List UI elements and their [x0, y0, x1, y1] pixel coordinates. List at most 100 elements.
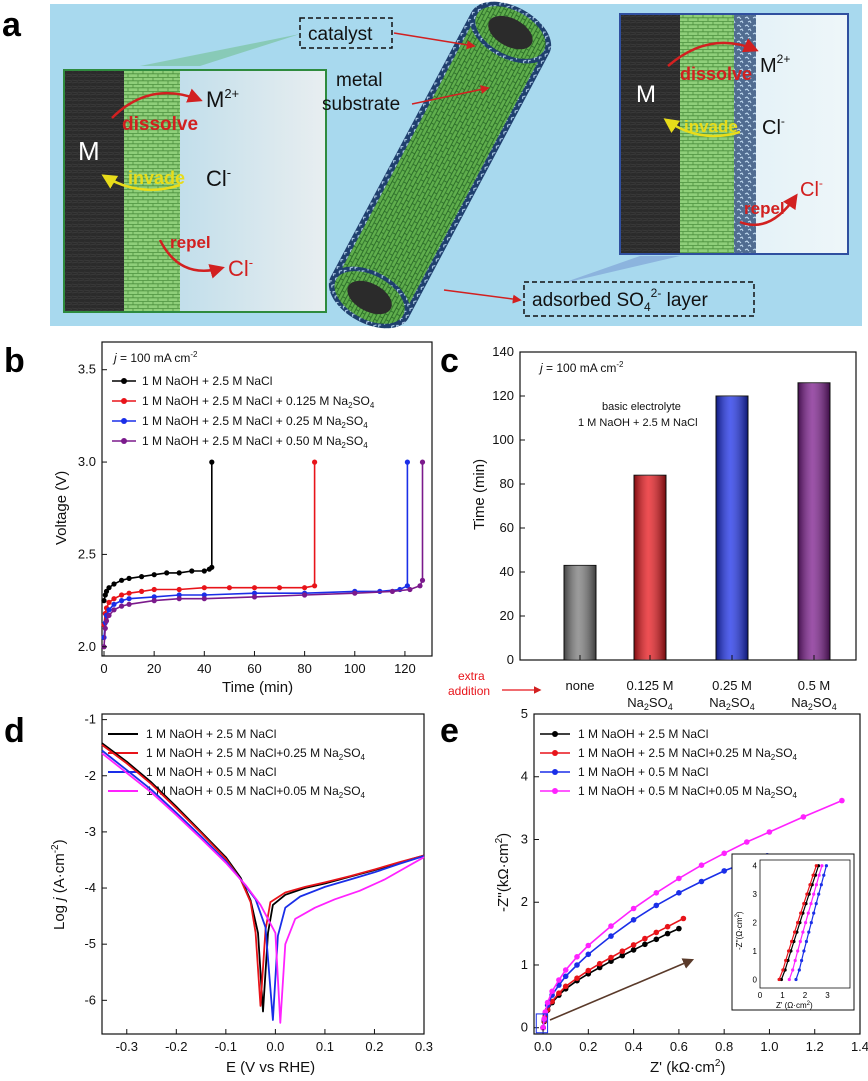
panel-e-inset-data-point	[814, 902, 818, 906]
panel-b-data-point	[276, 585, 283, 591]
panel-e-data-point	[721, 850, 727, 857]
panel-c-category-formula: Na2SO4	[627, 695, 672, 712]
panel-c-note-line1: basic electrolyte	[602, 401, 681, 413]
panel-e-inset-data-point	[801, 911, 805, 915]
panel-e-inset-ytick-label: 1	[753, 947, 758, 956]
panel-e-data-point	[556, 990, 562, 996]
panel-b-ylabel: Voltage (V)	[53, 471, 70, 545]
panel-b-data-point	[111, 596, 117, 602]
panel-e-data-point	[596, 960, 603, 967]
panel-c-bar-shading	[634, 475, 666, 660]
panel-c: c j = 100 mA cm-2 basic electrolyte 1 M …	[440, 342, 857, 712]
panel-e-data-point	[630, 905, 637, 912]
catalyst-ray	[140, 34, 300, 66]
panel-e-data-point	[653, 936, 660, 943]
panel-d-xtick-label: -0.3	[116, 1039, 138, 1054]
panel-b-data-point	[126, 601, 132, 607]
panel-d-ylabel: Log j (A·cm-2)	[50, 839, 68, 930]
panel-e-inset-ytick-label: 4	[753, 862, 758, 871]
panel-e-inset-xtick-label: 1	[780, 991, 785, 1000]
panel-c-ytick-label: 60	[500, 520, 514, 535]
panel-b-data-point	[151, 594, 157, 600]
panel-b-series-line	[103, 462, 316, 625]
panel-b-legend-label: 1 M NaOH + 2.5 M NaCl + 0.50 M Na2SO4	[142, 434, 368, 450]
panel-b-legend-marker	[121, 378, 127, 384]
panel-e-data-point	[744, 839, 750, 845]
panel-b-legend-label: 1 M NaOH + 2.5 M NaCl	[142, 374, 272, 388]
panel-e-inset-data-point	[808, 883, 812, 887]
panel-e-inset-data-point	[798, 921, 802, 925]
catalyst-label-box	[299, 17, 393, 49]
panel-e-inset-data-point	[798, 939, 802, 944]
panel-c-bar-shading	[798, 382, 830, 660]
panel-e-ytick-label: 3	[521, 831, 528, 846]
panel-e-zoom-box	[535, 1013, 549, 1034]
panel-b-data-point	[164, 570, 170, 576]
panel-e-data-point	[676, 890, 682, 896]
left-inset-frame	[63, 69, 327, 313]
panel-e-zoom-arrow	[549, 958, 695, 1021]
panel-c-letter: c	[440, 342, 459, 380]
left-repel-arrow	[158, 239, 225, 279]
panel-b-data-point	[201, 592, 207, 598]
right-cl-label: Cl-	[762, 114, 785, 139]
panel-e-inset-data-point	[807, 930, 811, 934]
panel-b-legend-marker	[121, 438, 127, 444]
left-invade-label: invade	[128, 168, 185, 188]
panel-e-inset-frame	[759, 859, 851, 989]
panel-b-xtick-label: 100	[344, 661, 366, 676]
panel-e-inset-data-point	[809, 921, 813, 925]
panel-b-plot-frame	[101, 341, 433, 657]
panel-e-inset-data-point	[824, 864, 829, 868]
right-invade-arrow	[663, 118, 741, 138]
panel-e-xtick-label: 0.2	[579, 1039, 597, 1054]
panel-b-data-point	[302, 585, 308, 591]
panel-b-data-point	[419, 459, 426, 465]
panel-e-inset-box	[731, 853, 855, 1011]
right-invade-label: invade	[684, 117, 738, 136]
panel-e-inset-data-point	[812, 892, 816, 896]
panel-e-inset-xtick-label: 2	[803, 991, 808, 1000]
panel-b-annotation: j = 100 mA cm-2	[112, 350, 198, 365]
panel-e-inset-data-point	[804, 921, 808, 925]
panel-d-xlabel: E (V vs RHE)	[226, 1059, 315, 1076]
panel-b-data-point	[352, 590, 358, 596]
panel-b-data-point	[312, 583, 318, 589]
left-dissolve-arrow	[111, 88, 203, 119]
tube-top-core	[488, 15, 533, 50]
left-cl2-label: Cl-	[228, 255, 253, 281]
adsorbed-label-box	[523, 281, 755, 317]
panel-e-legend-marker	[552, 788, 558, 794]
panel-e-legend-marker	[552, 731, 558, 737]
panel-e-legend: 1 M NaOH + 2.5 M NaCl 1 M NaOH + 2.5 M Na…	[540, 727, 798, 800]
panel-e-data-point	[698, 878, 705, 885]
left-inset-metal	[64, 70, 124, 312]
panel-c-category-formula: Na2SO4	[791, 695, 836, 712]
panel-d-legend-label: 1 M NaOH + 0.5 M NaCl	[146, 765, 276, 779]
panel-e-inset-data-point	[802, 949, 806, 953]
panel-b-data-point	[119, 598, 125, 604]
panel-e-inset-xtick-label: 0	[758, 991, 763, 1000]
panel-b-data-point	[106, 607, 112, 613]
panel-e-data-point	[585, 951, 592, 958]
panel-b-data-point	[201, 568, 207, 574]
panel-e-xtick-label: 0.4	[625, 1039, 643, 1054]
panel-b-data-point	[209, 459, 215, 465]
panel-c-note-line2: 1 M NaOH + 2.5 M NaCl	[578, 417, 698, 429]
panel-b-data-point	[126, 596, 132, 602]
right-m-label: M	[636, 81, 656, 108]
panel-e-data-point	[630, 917, 637, 923]
panel-d-ytick-label: -3	[84, 824, 96, 839]
panel-c-ytick-label: 40	[500, 564, 514, 579]
metal-label-line1: metal	[336, 70, 382, 91]
left-m2-label: M2+	[206, 86, 239, 112]
panel-b-legend-label: 1 M NaOH + 2.5 M NaCl + 0.125 M Na2SO4	[142, 394, 375, 410]
panel-e-inset-data-point	[777, 977, 781, 982]
panel-e-inset-data-point	[819, 883, 823, 887]
panel-b-legend: 1 M NaOH + 2.5 M NaCl 1 M NaOH + 2.5 M Na…	[112, 374, 375, 450]
panel-e-data-point	[839, 797, 845, 804]
panel-e-inset-data-point	[817, 873, 821, 877]
panel-d-legend: 1 M NaOH + 2.5 M NaCl 1 M NaOH + 2.5 M Na…	[108, 727, 366, 800]
panel-e-data-point	[676, 875, 682, 882]
panel-e-legend-marker	[552, 769, 558, 775]
